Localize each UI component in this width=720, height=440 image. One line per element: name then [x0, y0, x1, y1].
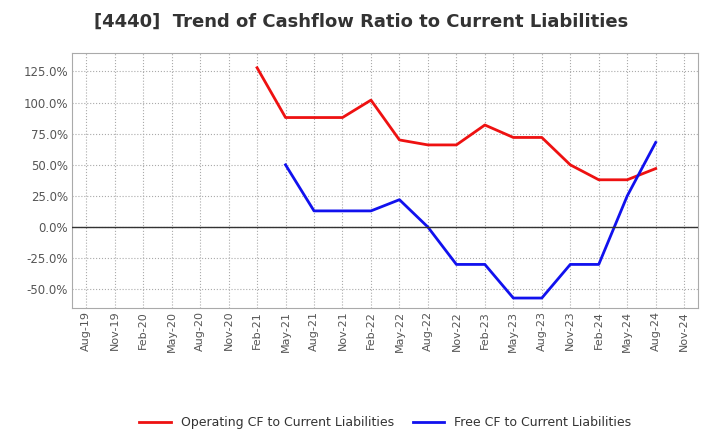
Operating CF to Current Liabilities: [423, 142, 432, 147]
Free CF to Current Liabilities: [338, 208, 347, 213]
Free CF to Current Liabilities: [509, 295, 518, 301]
Operating CF to Current Liabilities: [395, 137, 404, 143]
Free CF to Current Liabilities: [310, 208, 318, 213]
Line: Free CF to Current Liabilities: Free CF to Current Liabilities: [286, 143, 656, 298]
Free CF to Current Liabilities: [452, 262, 461, 267]
Operating CF to Current Liabilities: [282, 115, 290, 120]
Free CF to Current Liabilities: [282, 162, 290, 168]
Operating CF to Current Liabilities: [338, 115, 347, 120]
Operating CF to Current Liabilities: [566, 162, 575, 168]
Operating CF to Current Liabilities: [310, 115, 318, 120]
Legend: Operating CF to Current Liabilities, Free CF to Current Liabilities: Operating CF to Current Liabilities, Fre…: [135, 411, 636, 434]
Operating CF to Current Liabilities: [623, 177, 631, 183]
Line: Operating CF to Current Liabilities: Operating CF to Current Liabilities: [257, 68, 656, 180]
Free CF to Current Liabilities: [623, 193, 631, 198]
Free CF to Current Liabilities: [395, 197, 404, 202]
Operating CF to Current Liabilities: [537, 135, 546, 140]
Free CF to Current Liabilities: [366, 208, 375, 213]
Operating CF to Current Liabilities: [652, 166, 660, 171]
Operating CF to Current Liabilities: [253, 65, 261, 70]
Operating CF to Current Liabilities: [509, 135, 518, 140]
Free CF to Current Liabilities: [480, 262, 489, 267]
Operating CF to Current Liabilities: [595, 177, 603, 183]
Free CF to Current Liabilities: [537, 295, 546, 301]
Text: [4440]  Trend of Cashflow Ratio to Current Liabilities: [4440] Trend of Cashflow Ratio to Curren…: [94, 13, 628, 31]
Free CF to Current Liabilities: [423, 224, 432, 230]
Operating CF to Current Liabilities: [452, 142, 461, 147]
Operating CF to Current Liabilities: [366, 98, 375, 103]
Operating CF to Current Liabilities: [480, 122, 489, 128]
Free CF to Current Liabilities: [566, 262, 575, 267]
Free CF to Current Liabilities: [595, 262, 603, 267]
Free CF to Current Liabilities: [652, 140, 660, 145]
